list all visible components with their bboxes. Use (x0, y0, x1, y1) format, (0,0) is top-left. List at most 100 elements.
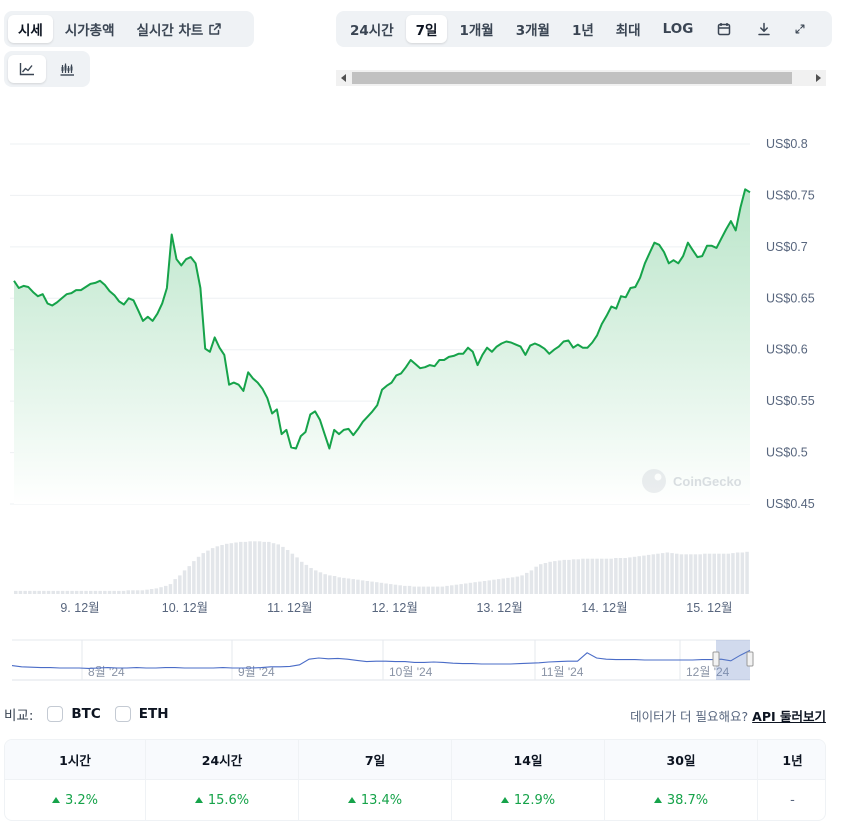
volume-bar (89, 590, 93, 594)
range-3m[interactable]: 3개월 (515, 23, 550, 39)
volume-bar (553, 561, 557, 594)
volume-bar (196, 556, 201, 594)
volume-bar (510, 577, 515, 594)
volume-bar (431, 586, 435, 594)
navigator[interactable]: 8월 '24 9월 '24 10월 '24 11월 '24 12월 '24 (11, 639, 754, 681)
navigator-tick-label: 8월 '24 (88, 665, 125, 679)
compare-btc[interactable]: BTC (47, 706, 101, 722)
up-arrow-icon (500, 797, 509, 803)
tab-price[interactable]: 시세 (8, 15, 53, 43)
volume-bar (253, 541, 257, 594)
volume-bar (337, 577, 341, 594)
volume-bar (103, 590, 107, 594)
expand-icon (795, 24, 805, 34)
expand-button[interactable] (785, 15, 815, 43)
perf-value-7d: 13.4% (299, 780, 452, 820)
volume-bar (271, 543, 276, 594)
volume-bar (154, 588, 159, 594)
volume-bar (740, 552, 745, 594)
volume-bar (567, 559, 571, 594)
price-line (13, 188, 751, 450)
volume-bar (590, 558, 595, 594)
download-icon (758, 22, 771, 36)
volume-bar (356, 579, 360, 594)
compare-eth[interactable]: ETH (114, 706, 169, 722)
volume-bar (731, 553, 735, 594)
range-max[interactable]: 최대 (615, 23, 641, 39)
volume-bar (482, 581, 487, 594)
volume-bar (51, 590, 55, 594)
volume-bar (149, 589, 154, 594)
volume-bar (468, 582, 473, 594)
volume-bar (576, 559, 580, 594)
volume-bar (234, 542, 238, 594)
volume-bar (398, 585, 402, 594)
navigator-handle-right (746, 651, 754, 667)
volume-bar (496, 579, 501, 594)
volume-bar (32, 590, 37, 594)
perf-value-1h: 3.2% (5, 780, 146, 820)
external-link-icon (209, 23, 222, 35)
line-chart-button[interactable] (8, 55, 46, 83)
api-link[interactable]: API 둘러보기 (752, 709, 826, 724)
volume-bar (600, 558, 604, 594)
volume-bar (178, 575, 182, 594)
volume-bar (745, 551, 749, 594)
volume-bar (93, 590, 98, 594)
range-1m[interactable]: 1개월 (459, 23, 494, 39)
volume-bar (248, 541, 252, 594)
volume-bar (520, 575, 524, 594)
volume-bar (192, 561, 196, 594)
volume-bar (515, 576, 520, 594)
api-prompt: 데이터가 더 필요해요? (630, 709, 749, 724)
volume-bar (703, 553, 707, 594)
perf-header-30d: 30일 (605, 740, 758, 780)
range-log[interactable]: LOG (662, 21, 694, 37)
scroll-left-arrow-icon[interactable] (341, 74, 346, 82)
volume-bar (351, 579, 355, 594)
volume-bar (717, 553, 721, 594)
volume-bar (698, 554, 702, 594)
x-tick-label: 15. 12월 (686, 601, 732, 615)
volume-bar (693, 554, 698, 594)
volume-bar (243, 541, 248, 594)
volume-bar (229, 543, 234, 594)
scroll-right-arrow-icon[interactable] (816, 74, 821, 82)
download-button[interactable] (745, 15, 783, 43)
candlestick-button[interactable] (48, 55, 86, 83)
volume-bar (79, 590, 84, 594)
volume-bar (689, 554, 693, 594)
volume-bar (389, 584, 393, 594)
tab-market-cap[interactable]: 시가총액 (64, 23, 115, 39)
eth-checkbox[interactable] (114, 706, 131, 722)
y-axis: US$0.45 US$0.5 US$0.55 US$0.6 US$0.65 US$0.7 U… (766, 137, 815, 511)
calendar-button[interactable] (705, 15, 743, 43)
volume-bar (454, 584, 459, 594)
volume-bar (314, 570, 318, 594)
volume-bar (285, 550, 290, 594)
range-24h[interactable]: 24시간 (350, 23, 394, 39)
volume-bar (121, 590, 126, 594)
volume-bar (23, 590, 27, 594)
navigator-tick-label: 10월 '24 (389, 665, 433, 679)
volume-bar (562, 559, 566, 594)
candlestick-icon (60, 63, 74, 76)
scroll-thumb[interactable] (352, 72, 792, 84)
volume-bar (112, 590, 116, 594)
volume-bar (557, 560, 562, 594)
range-7d[interactable]: 7일 (405, 15, 448, 43)
range-1y[interactable]: 1년 (571, 23, 594, 39)
volume-bar (360, 580, 365, 594)
volume-bar (548, 561, 552, 594)
range-scrollbar[interactable] (336, 70, 826, 86)
volume-bar (581, 558, 585, 594)
volume-bar (126, 590, 130, 594)
volume-bar (173, 579, 177, 594)
volume-bar (525, 572, 529, 594)
tab-live-chart[interactable]: 실시간 차트 (127, 15, 233, 43)
performance-table: 1시간 24시간 7일 14일 30일 1년 3.2% 15.6% 13.4% … (4, 739, 826, 821)
calendar-icon (718, 23, 731, 36)
volume-bar (646, 554, 651, 594)
volume-bar (28, 590, 32, 594)
btc-checkbox[interactable] (47, 706, 64, 722)
